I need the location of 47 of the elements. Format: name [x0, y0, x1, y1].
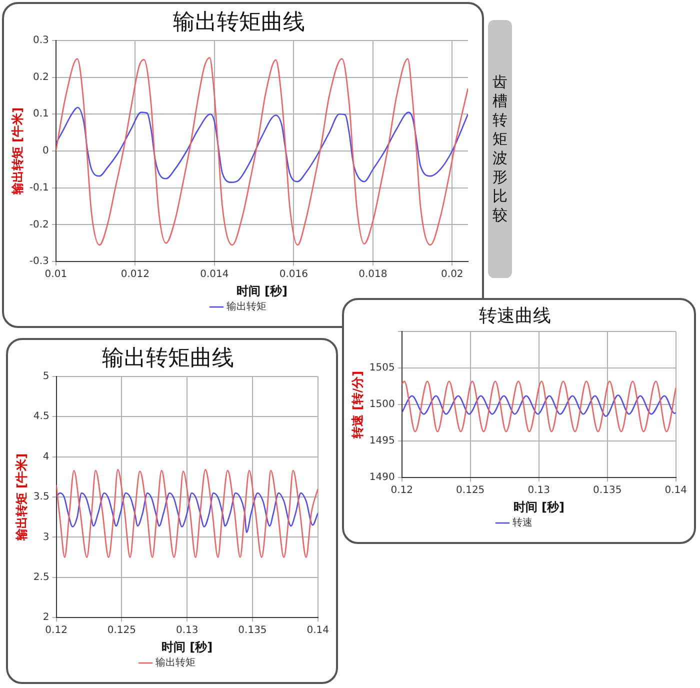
legend-label: 转速 [512, 516, 532, 529]
y-tick-label: 4 [42, 451, 50, 462]
x-axis-title: 时间 [秒] [513, 500, 564, 514]
x-tick-label: 0.012 [120, 269, 150, 280]
x-tick-label: 0.12 [390, 485, 413, 496]
y-tick-label: -0.3 [29, 256, 49, 268]
x-tick-label: 0.14 [664, 485, 687, 496]
x-tick-label: 0.13 [528, 485, 550, 496]
x-tick-label: 0.13 [176, 625, 198, 636]
chart-title: 输出转矩曲线 [173, 10, 305, 35]
chart-title: 转速曲线 [479, 305, 551, 326]
y-tick-label: 1495 [369, 436, 395, 447]
legend-label: 输出转矩 [156, 656, 196, 669]
label-panel: 齿槽转矩波形比较 [488, 20, 512, 278]
y-tick-label: 0.2 [33, 72, 49, 83]
y-tick-label: 1505 [369, 362, 395, 374]
legend-label: 输出转矩 [226, 300, 266, 313]
x-axis-title: 时间 [秒] [162, 640, 213, 654]
x-axis-title: 时间 [秒] [236, 284, 288, 298]
x-tick-label: 0.12 [45, 625, 68, 636]
y-tick-label: 3 [42, 532, 50, 543]
chart-title: 输出转矩曲线 [102, 346, 234, 371]
y-axis-title: 转速 [转/分] [350, 370, 364, 440]
x-tick-label: 0.125 [456, 485, 485, 496]
y-axis-title: 输出转矩 [牛米] [10, 107, 24, 196]
y-tick-label: 2.5 [33, 572, 50, 583]
x-tick-label: 0.01 [44, 269, 68, 280]
y-tick-label: 1500 [369, 399, 395, 410]
y-tick-label: 1490 [369, 472, 395, 484]
y-tick-label: 4.5 [33, 411, 50, 422]
y-tick-label: 3.5 [33, 492, 50, 503]
x-tick-label: 0.014 [200, 269, 229, 280]
y-tick-label: -0.2 [29, 219, 49, 230]
x-tick-label: 0.02 [441, 269, 464, 280]
x-tick-label: 0.018 [358, 269, 388, 280]
x-tick-label: 0.14 [306, 625, 329, 636]
y-tick-label: 0.1 [33, 108, 49, 120]
y-tick-label: 5 [42, 370, 50, 382]
y-tick-label: 0.3 [33, 34, 49, 46]
y-tick-label: 0 [42, 146, 49, 157]
x-tick-label: 0.016 [279, 269, 308, 280]
y-tick-label: 2 [42, 612, 50, 624]
y-tick-label: -0.1 [29, 182, 49, 194]
x-tick-label: 0.135 [238, 625, 267, 636]
x-tick-label: 0.125 [107, 625, 136, 636]
x-tick-label: 0.135 [593, 485, 622, 496]
y-axis-title: 输出转矩 [牛米] [14, 453, 28, 542]
